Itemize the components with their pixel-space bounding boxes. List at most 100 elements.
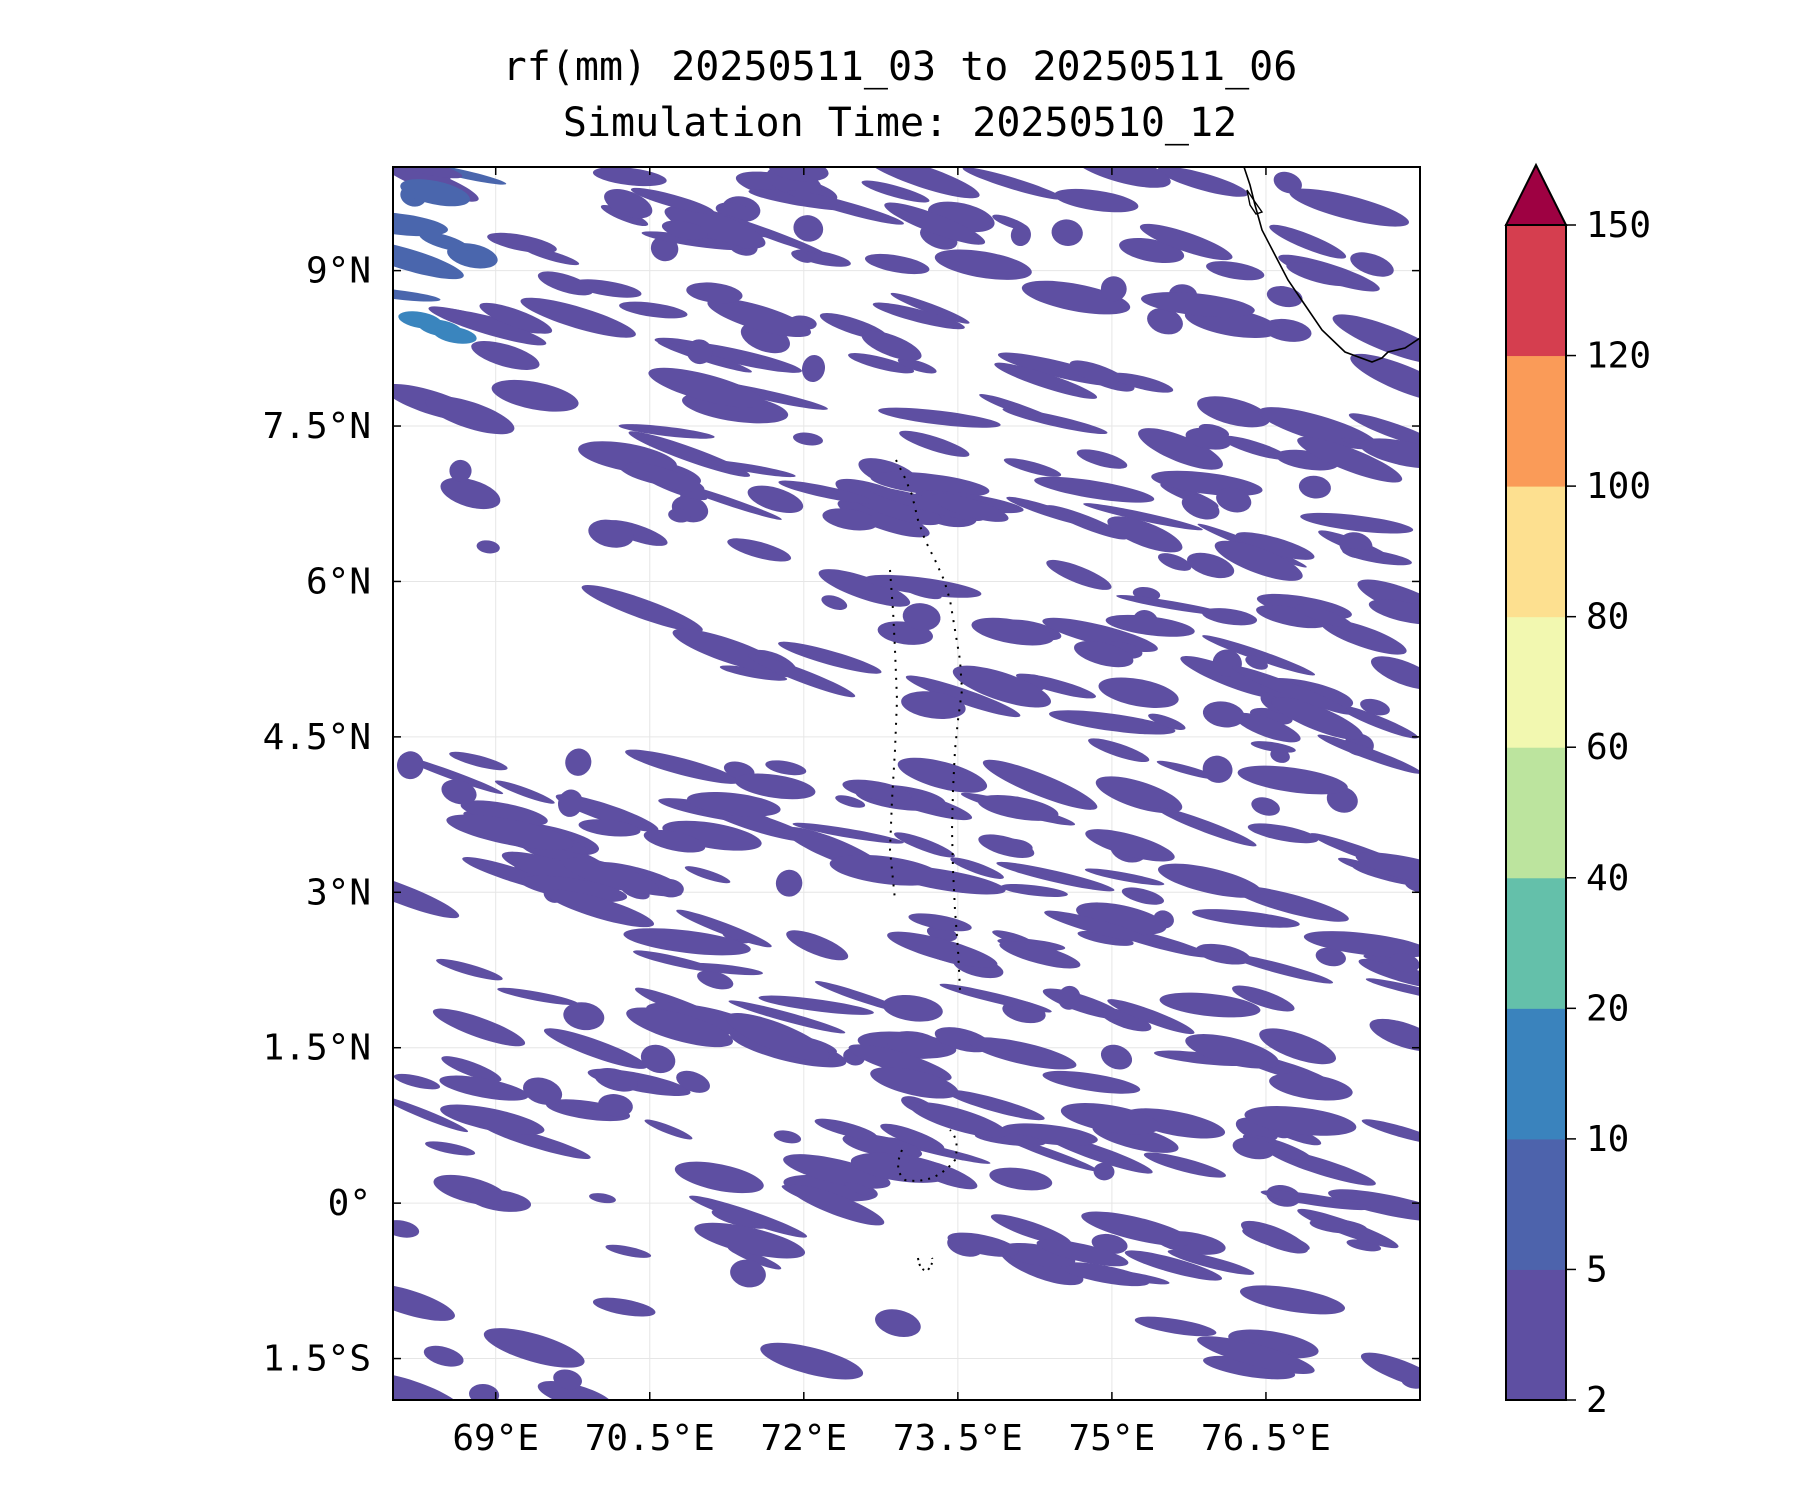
rain-cell — [393, 1096, 469, 1133]
rain-cell — [644, 1119, 693, 1140]
rain-cell — [901, 691, 966, 719]
rain-cell — [562, 857, 660, 894]
rain-cell — [894, 832, 955, 858]
rain-cell — [400, 179, 470, 207]
rain-cell — [1076, 449, 1128, 469]
rain-cell — [1358, 958, 1420, 989]
rain-cell — [1260, 1190, 1371, 1211]
rain-cell — [875, 1309, 921, 1337]
rain-cell — [1147, 307, 1183, 335]
rain-cell — [778, 641, 882, 674]
rain-cell — [425, 1141, 476, 1156]
rain-cell — [952, 665, 1051, 708]
rain-cell — [1216, 487, 1252, 513]
rain-cell — [880, 1123, 945, 1151]
rain-cell — [899, 430, 970, 457]
rain-cell — [848, 353, 915, 374]
rain-cell — [1348, 413, 1420, 450]
rain-cell — [687, 791, 781, 817]
rain-cell — [1244, 1106, 1357, 1136]
colorbar-segment — [1506, 616, 1566, 748]
rain-cell — [969, 1037, 1077, 1070]
rain-cell — [822, 508, 878, 531]
colorbar-label: 20 — [1586, 988, 1629, 1029]
rain-cell — [471, 341, 540, 370]
rain-cell — [1247, 823, 1319, 844]
rain-cell — [950, 857, 1004, 879]
rain-cell — [1157, 863, 1263, 898]
rain-cell — [685, 962, 763, 976]
rain-cell — [1167, 1249, 1255, 1275]
colorbar-label: 5 — [1586, 1249, 1608, 1290]
rain-cell — [706, 460, 796, 478]
rain-cell — [1369, 1018, 1420, 1052]
rain-cell — [646, 1002, 760, 1035]
y-tick-label: 0° — [328, 1183, 371, 1224]
rain-cell — [1328, 1189, 1420, 1222]
rain-cell — [1159, 992, 1261, 1018]
rain-cell — [1228, 1329, 1319, 1359]
rain-cell — [773, 1130, 802, 1144]
rain-cell — [1125, 1108, 1226, 1139]
rain-cell — [870, 471, 990, 497]
coastline — [888, 167, 1420, 1272]
y-tick-label: 1.5°S — [263, 1339, 371, 1380]
rain-cell — [674, 1161, 764, 1194]
rain-cell — [882, 995, 943, 1022]
colorbar-label: 60 — [1586, 727, 1629, 768]
rain-cell — [1002, 407, 1108, 435]
rain-cell — [598, 1094, 633, 1117]
rain-cell — [793, 432, 823, 446]
rain-cell — [842, 779, 912, 802]
rain-cell — [1100, 1044, 1133, 1070]
rain-cell — [399, 755, 504, 795]
rain-cell — [768, 167, 829, 182]
rain-cell — [1206, 261, 1265, 281]
rain-cell — [479, 302, 553, 334]
maldives-atolls — [895, 459, 964, 991]
rain-cell — [423, 1345, 464, 1367]
rain-cell — [428, 306, 547, 346]
rain-cell — [589, 1193, 616, 1204]
rain-cell — [436, 958, 503, 981]
rain-cell — [835, 478, 942, 526]
rain-cell — [977, 794, 1059, 821]
rain-cell — [1021, 280, 1131, 315]
colorbar: 2 5 10 20 40 60 80 100 120 150 — [1504, 162, 1651, 1421]
rain-cell — [994, 362, 1098, 399]
rain-cell — [668, 508, 691, 523]
rain-cell — [588, 519, 634, 548]
map-title-line-2: Simulation Time: 20250510_12 — [562, 100, 1238, 146]
rain-cell — [641, 231, 743, 251]
colorbar-segment — [1506, 1269, 1566, 1401]
rain-cell — [581, 584, 703, 633]
x-tick-label: 75°E — [1069, 1418, 1156, 1459]
longitude-ticks: 69°E 70.5°E 72°E 73.5°E 75°E 76.5°E — [452, 167, 1331, 1459]
rain-cell — [476, 540, 500, 554]
rain-cell — [594, 1068, 638, 1092]
rain-cell — [643, 829, 706, 853]
rain-cell — [719, 665, 788, 681]
rain-cell — [1124, 1250, 1223, 1281]
rain-cell — [1203, 1355, 1296, 1380]
rain-cell — [1251, 797, 1280, 816]
rain-cell — [1338, 857, 1402, 880]
rain-cell — [792, 249, 851, 267]
rain-cell — [818, 569, 911, 607]
colorbar-segment — [1506, 877, 1566, 1009]
rain-cell — [1350, 353, 1420, 403]
rain-cell — [1232, 1137, 1275, 1160]
rain-cell — [393, 212, 448, 237]
rain-cell — [1093, 1162, 1115, 1181]
rain-cell — [1006, 496, 1097, 528]
rain-cell — [519, 875, 628, 903]
rain-cell — [989, 1167, 1053, 1191]
y-tick-label: 4.5°N — [263, 717, 371, 758]
rain-cell — [545, 1099, 631, 1122]
rain-cell — [1081, 1211, 1192, 1246]
rain-cell — [1088, 738, 1150, 763]
rain-cell — [1069, 360, 1135, 392]
rain-cell — [1361, 1119, 1420, 1144]
colorbar-label: 40 — [1586, 858, 1629, 899]
